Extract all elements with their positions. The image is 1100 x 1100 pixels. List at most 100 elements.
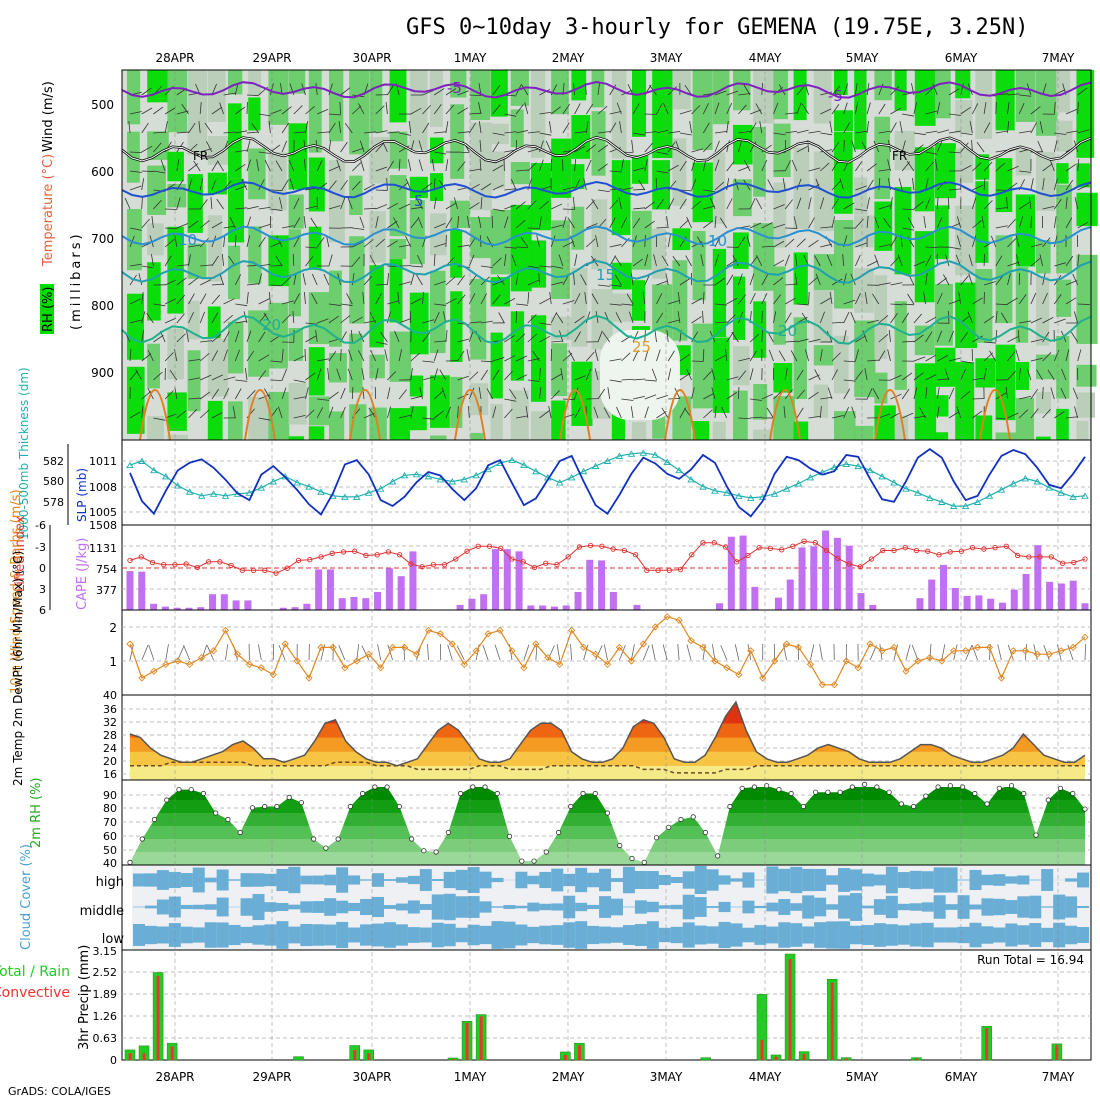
rh-point	[323, 845, 329, 851]
wind-barb	[731, 331, 739, 343]
wind-barb	[387, 387, 391, 400]
thickness-tick: 582	[43, 455, 64, 468]
rh-point	[274, 803, 280, 810]
wind-barb	[399, 244, 411, 248]
wind-barb	[328, 113, 341, 116]
rh-cell	[430, 173, 444, 202]
rh-cell	[712, 70, 730, 125]
wind-barb	[1000, 312, 1008, 324]
wind-barb	[1006, 197, 1008, 210]
wind-barb	[829, 292, 833, 305]
rh-cell	[409, 292, 429, 355]
wind-barb	[755, 198, 763, 210]
wind-barb	[984, 341, 997, 344]
rh-point	[372, 784, 378, 790]
wind-barb	[1033, 644, 1038, 661]
wind-barb	[370, 350, 377, 362]
wind-barb	[983, 122, 991, 134]
precip-convective-bar	[451, 1058, 455, 1060]
wind-speed-point	[1081, 633, 1089, 641]
wind-barb	[141, 645, 149, 661]
credit-label: GrADS: COLA/IGES	[8, 1085, 111, 1098]
wind-barb	[714, 181, 725, 191]
wind-barb	[433, 178, 436, 191]
wind-barb	[352, 227, 365, 230]
rh-point	[494, 790, 500, 797]
cloud-cell	[324, 898, 337, 916]
wind-barb	[651, 644, 656, 661]
cloud-cell	[658, 874, 671, 886]
cape-bar	[739, 535, 747, 610]
precip-grid	[122, 971, 1091, 1039]
wind-barb	[574, 331, 581, 343]
wind-barb	[632, 258, 644, 267]
wind-barb	[336, 368, 341, 381]
cloud-cell	[814, 897, 827, 917]
wind-barb	[1030, 215, 1032, 229]
wind-barb	[956, 406, 962, 419]
cloud-cell	[288, 904, 301, 910]
wind-barb	[539, 265, 552, 268]
cloud-cell	[634, 870, 647, 890]
wind-barb	[176, 294, 185, 305]
wind-barb	[141, 353, 152, 362]
wind-speed-point	[699, 643, 707, 652]
cloud-cell	[575, 902, 588, 912]
wind-barb	[270, 208, 283, 211]
li-point	[1026, 554, 1032, 560]
wind-barb	[685, 255, 692, 267]
li-point	[958, 548, 965, 554]
contour-25	[664, 389, 696, 441]
date-label-bottom: 30APR	[352, 1070, 391, 1084]
rh-point	[910, 803, 917, 810]
rh-cell	[632, 280, 646, 321]
wind-barb	[843, 379, 856, 382]
wind-barb	[467, 216, 470, 229]
wind-barb	[562, 300, 575, 305]
wind-barb	[714, 130, 727, 134]
rh-cell	[712, 337, 730, 413]
wind-barb	[281, 368, 288, 381]
wind-barb	[504, 131, 517, 134]
cloud-cell	[587, 904, 600, 910]
wind-barb	[216, 198, 224, 210]
wind-barb	[702, 291, 705, 305]
cape-axis-label: CAPE (J/kg)	[75, 538, 90, 610]
rh-cell	[369, 354, 385, 379]
rh-cell	[308, 226, 322, 270]
wind-barb	[703, 205, 716, 210]
wind-barb	[726, 121, 729, 134]
cloud-cell	[814, 868, 827, 892]
run-total-label: Run Total = 16.94	[977, 953, 1084, 967]
wind-barb	[855, 130, 868, 134]
thickness-point	[412, 470, 421, 478]
thickness-point	[1081, 492, 1089, 499]
wind-barb	[293, 396, 306, 400]
rh-point	[1070, 790, 1076, 797]
wind-barb	[1018, 202, 1030, 210]
rh-point	[727, 803, 733, 810]
wind-barb	[621, 217, 627, 229]
wind-barb	[913, 387, 918, 400]
wind-barb	[1042, 205, 1055, 210]
cloud-cell	[455, 927, 468, 943]
wind-barb	[971, 140, 973, 153]
wind-barb	[644, 234, 646, 248]
wind-barb	[749, 350, 757, 362]
slp-tick: 1005	[89, 506, 117, 519]
thickness-point	[794, 480, 803, 487]
precip-tick: 0.63	[93, 1032, 118, 1045]
wind-barb	[478, 102, 482, 115]
wind-barb	[574, 315, 585, 324]
cloud-cell	[383, 879, 396, 881]
rh-cell	[228, 245, 241, 300]
cape-bar	[798, 547, 806, 610]
wind-barb	[866, 163, 877, 172]
wind-barb	[630, 406, 634, 419]
rh-cell	[329, 160, 345, 243]
wind-barb	[1007, 93, 1020, 96]
li-point	[880, 547, 886, 554]
wind-barb	[1042, 317, 1054, 324]
cloud-cell	[240, 926, 253, 944]
wind-barb	[1030, 292, 1037, 305]
